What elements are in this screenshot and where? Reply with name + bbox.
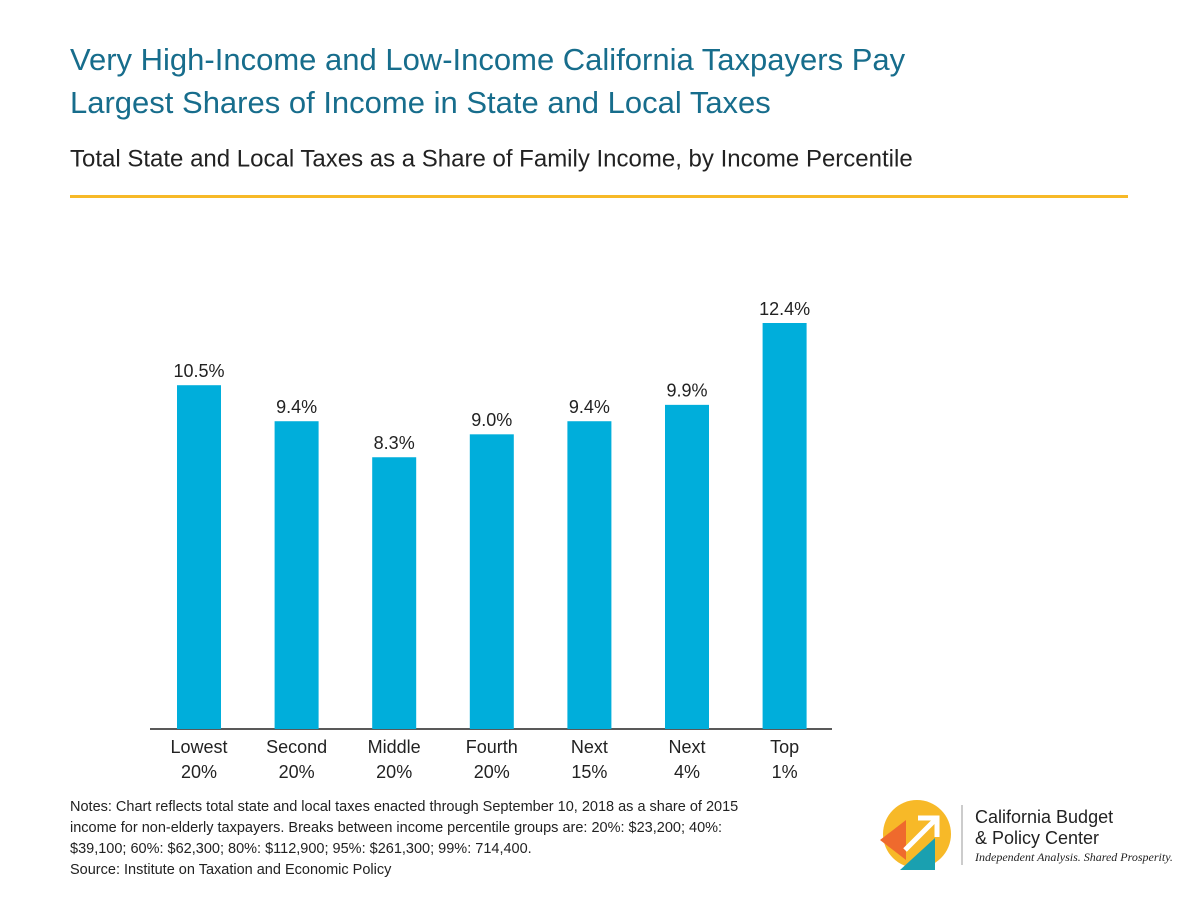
- x-tick-label: Top: [770, 737, 799, 757]
- chart-subtitle: Total State and Local Taxes as a Share o…: [70, 145, 913, 172]
- bar: [665, 404, 709, 729]
- x-tick-label: 20%: [181, 762, 217, 782]
- bar: [469, 434, 514, 729]
- logo-arrow: [903, 815, 940, 852]
- chart-title: Largest Shares of Income in State and Lo…: [70, 85, 771, 120]
- x-tick-label: Middle: [368, 737, 421, 757]
- value-label: 9.9%: [666, 381, 707, 401]
- value-label: 9.4%: [276, 397, 317, 417]
- value-label: 9.0%: [471, 410, 512, 430]
- x-tick-label: Next: [668, 737, 705, 757]
- x-tick-label: 1%: [772, 762, 798, 782]
- logo-name: California Budget: [975, 807, 1113, 827]
- x-tick-label: Lowest: [170, 737, 227, 757]
- x-tick-label: Next: [571, 737, 608, 757]
- note: $39,100; 60%: $62,300; 80%: $112,900; 95…: [70, 841, 532, 857]
- value-label: 12.4%: [759, 299, 810, 319]
- logo-shape: [880, 820, 906, 860]
- note: Notes: Chart reflects total state and lo…: [70, 799, 738, 815]
- x-tick-label: Second: [266, 737, 327, 757]
- bar: [762, 323, 807, 729]
- value-label: 10.5%: [173, 361, 224, 381]
- bar: [372, 457, 417, 729]
- x-tick-label: Fourth: [466, 737, 518, 757]
- x-tick-label: 20%: [474, 762, 510, 782]
- bar: [274, 421, 319, 729]
- logo-shape: [900, 838, 935, 870]
- divider: [70, 195, 1128, 198]
- note: income for non-elderly taxpayers. Breaks…: [70, 820, 722, 836]
- x-tick-label: 20%: [376, 762, 412, 782]
- x-tick-label: 20%: [279, 762, 315, 782]
- logo: California Budget & Policy Center Indepe…: [880, 800, 1173, 870]
- bar: [567, 421, 612, 729]
- x-tick-label: 15%: [571, 762, 607, 782]
- chart-title: Very High-Income and Low-Income Californ…: [70, 42, 906, 77]
- note: Source: Institute on Taxation and Econom…: [70, 862, 392, 878]
- logo-tagline: Independent Analysis. Shared Prosperity.: [974, 850, 1173, 864]
- value-label: 9.4%: [569, 397, 610, 417]
- x-tick-label: 4%: [674, 762, 700, 782]
- bar: [177, 385, 221, 729]
- logo-name: & Policy Center: [975, 828, 1099, 848]
- value-label: 8.3%: [374, 433, 415, 453]
